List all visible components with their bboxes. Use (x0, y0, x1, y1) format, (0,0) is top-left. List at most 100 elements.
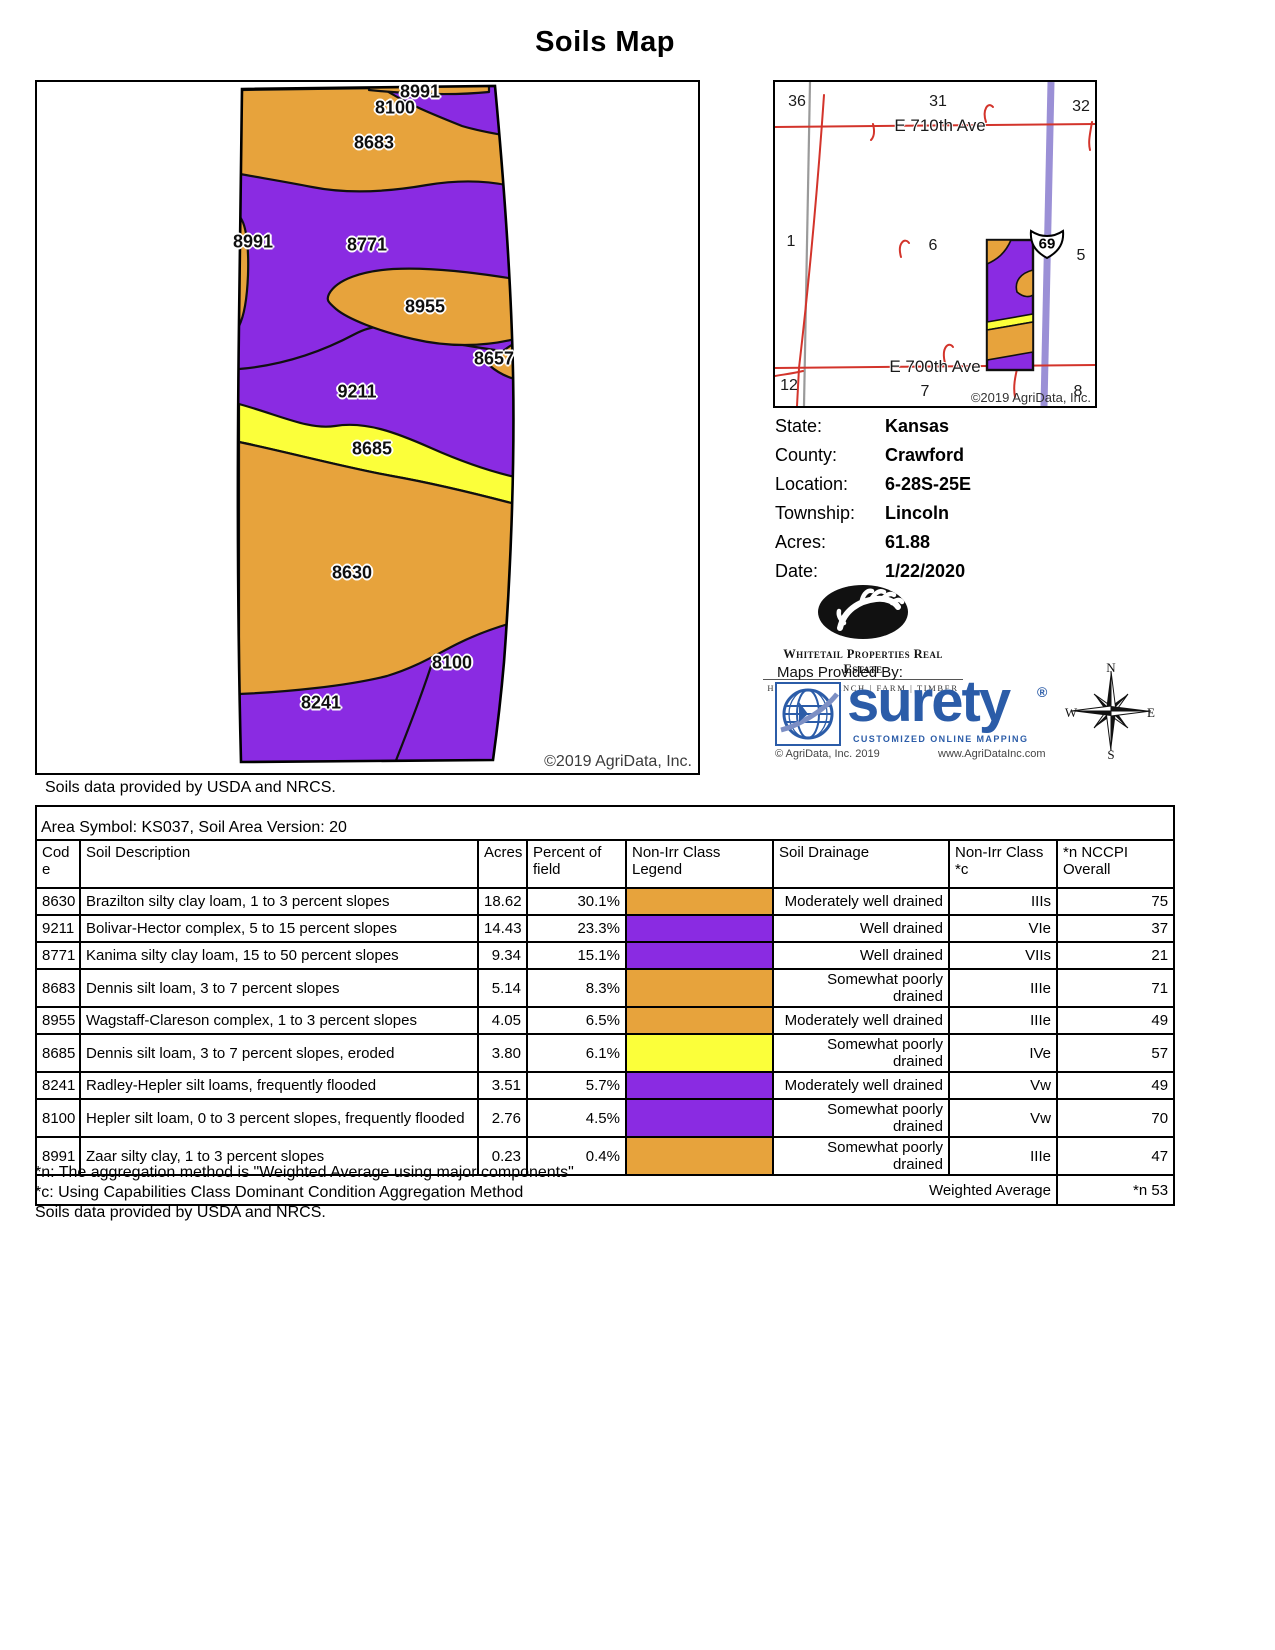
soil-map-drawing (236, 84, 515, 764)
col-header-percent: Percent of field (526, 839, 627, 889)
legend-swatch (625, 1033, 774, 1073)
info-label: Acres: (775, 532, 827, 552)
soil-label: 8771 (346, 234, 388, 255)
info-value: Kansas (885, 416, 950, 436)
table-row: 8100 Hepler silt loam, 0 to 3 percent sl… (35, 1098, 1176, 1138)
soil-label: 8991 (399, 81, 441, 102)
soil-label: 8685 (351, 438, 393, 459)
cell-nccpi: 57 (1055, 1033, 1176, 1073)
soil-boundary-8241-8100 (393, 653, 437, 762)
surety-website: www.AgriDataInc.com (938, 748, 1046, 760)
info-row-acres: Acres: 61.88 (775, 528, 971, 557)
weighted-average-label: Weighted Average (35, 1174, 1058, 1206)
location-map-copyright: ©2019 AgriData, Inc. (970, 390, 1091, 405)
cell-drainage: Well drained (772, 914, 950, 943)
info-value: 6-28S-25E (885, 474, 972, 494)
cell-description: Dennis silt loam, 3 to 7 percent slopes,… (79, 1033, 479, 1073)
parcel-info: State: Kansas County: Crawford Location: 6-… (775, 412, 971, 586)
compass-e: E (1147, 705, 1155, 720)
info-value: 61.88 (885, 532, 931, 552)
cell-description: Kanima silty clay loam, 15 to 50 percent… (79, 941, 479, 970)
surety-globe-icon (775, 682, 841, 746)
cell-nonirr-class: VIIs (948, 941, 1058, 970)
cell-nccpi: 75 (1055, 887, 1176, 916)
cell-percent: 4.5% (526, 1098, 627, 1138)
soil-label: 8241 (300, 692, 342, 713)
cell-nccpi: 21 (1055, 941, 1176, 970)
col-header-nccpi: *n NCCPI Overall (1055, 839, 1176, 889)
table-row: 8630 Brazilton silty clay loam, 1 to 3 p… (35, 887, 1176, 916)
antler-oval-icon (818, 585, 908, 639)
cell-nonirr-class: Vw (948, 1098, 1058, 1138)
cell-description: Brazilton silty clay loam, 1 to 3 percen… (79, 887, 479, 916)
cell-code: 8991 (35, 1136, 81, 1176)
info-row-location: Location: 6-28S-25E (775, 470, 971, 499)
cell-drainage: Somewhat poorly drained (772, 968, 950, 1008)
surety-copyright: © AgriData, Inc. 2019 (775, 748, 880, 760)
section-number: 5 (1076, 247, 1086, 264)
cell-nonirr-class: IVe (948, 1033, 1058, 1073)
cell-nccpi: 70 (1055, 1098, 1176, 1138)
legend-swatch (625, 968, 774, 1008)
compass-n: N (1106, 660, 1116, 675)
info-value: Lincoln (885, 503, 949, 523)
soil-label: 8630 (331, 562, 373, 583)
info-row-date: Date: 1/22/2020 (775, 557, 971, 586)
col-header-drainage: Soil Drainage (772, 839, 950, 889)
table-row: 8685 Dennis silt loam, 3 to 7 percent sl… (35, 1033, 1176, 1073)
cell-percent: 0.4% (526, 1136, 627, 1176)
cell-acres: 18.62 (477, 887, 528, 916)
table-row: 8771 Kanima silty clay loam, 15 to 50 pe… (35, 941, 1176, 970)
location-map: 36 31 32 1 6 5 12 7 8 E 710th Ave E 700t… (773, 80, 1097, 408)
cell-description: Hepler silt loam, 0 to 3 percent slopes,… (79, 1098, 479, 1138)
compass-w: W (1064, 705, 1078, 720)
road-label-700th: E 700th Ave (889, 357, 981, 376)
section-number: 8 (1073, 383, 1083, 400)
soil-label: 8100 (431, 652, 473, 673)
compass-s: S (1107, 747, 1115, 762)
cell-code: 8683 (35, 968, 81, 1008)
cell-nonirr-class: VIe (948, 914, 1058, 943)
cell-nonirr-class: IIIe (948, 1136, 1058, 1176)
col-header-nonirr-class: Non-Irr Class *c (948, 839, 1058, 889)
legend-swatch (625, 1006, 774, 1035)
section-number: 7 (920, 383, 930, 400)
highway-69-shield (1029, 229, 1065, 260)
col-header-description: Soil Description (79, 839, 479, 889)
section-number: 12 (780, 377, 798, 394)
cell-percent: 6.1% (526, 1033, 627, 1073)
highway-69-number: 69 (1038, 235, 1056, 253)
cell-percent: 5.7% (526, 1071, 627, 1100)
section-line (802, 82, 812, 406)
info-row-county: County: Crawford (775, 441, 971, 470)
cell-code: 8100 (35, 1098, 81, 1138)
field-outline (236, 84, 515, 764)
cell-description: Dennis silt loam, 3 to 7 percent slopes (79, 968, 479, 1008)
col-header-legend: Non-Irr Class Legend (625, 839, 774, 889)
soil-label: 8991 (232, 231, 274, 252)
table-row: 8991 Zaar silty clay, 1 to 3 percent slo… (35, 1136, 1176, 1176)
road-label-710th: E 710th Ave (894, 116, 986, 135)
cell-drainage: Somewhat poorly drained (772, 1098, 950, 1138)
legend-swatch (625, 1071, 774, 1100)
section-number: 31 (929, 93, 947, 110)
weighted-average-row: Weighted Average *n 53 (35, 1174, 1176, 1206)
legend-swatch (625, 914, 774, 943)
cell-code: 8630 (35, 887, 81, 916)
compass-rose-icon: N W E S (1064, 660, 1157, 762)
cell-acres: 14.43 (477, 914, 528, 943)
soil-region-8657 (487, 341, 514, 381)
cell-acres: 9.34 (477, 941, 528, 970)
info-label: State: (775, 416, 823, 436)
table-row: 9211 Bolivar-Hector complex, 5 to 15 per… (35, 914, 1176, 943)
cell-code: 8771 (35, 941, 81, 970)
cell-description: Zaar silty clay, 1 to 3 percent slopes (79, 1136, 479, 1176)
cell-nccpi: 71 (1055, 968, 1176, 1008)
page-title: Soils Map (535, 26, 675, 58)
soil-map: 8991 8100 8683 8991 8771 8955 8657 9211 … (35, 80, 700, 775)
cell-code: 9211 (35, 914, 81, 943)
info-label: Location: (775, 474, 849, 494)
cell-acres: 3.80 (477, 1033, 528, 1073)
footnotes: *n: The aggregation method is "Weighted … (35, 1163, 574, 1223)
footnote-n: *n: The aggregation method is "Weighted … (35, 1164, 574, 1181)
